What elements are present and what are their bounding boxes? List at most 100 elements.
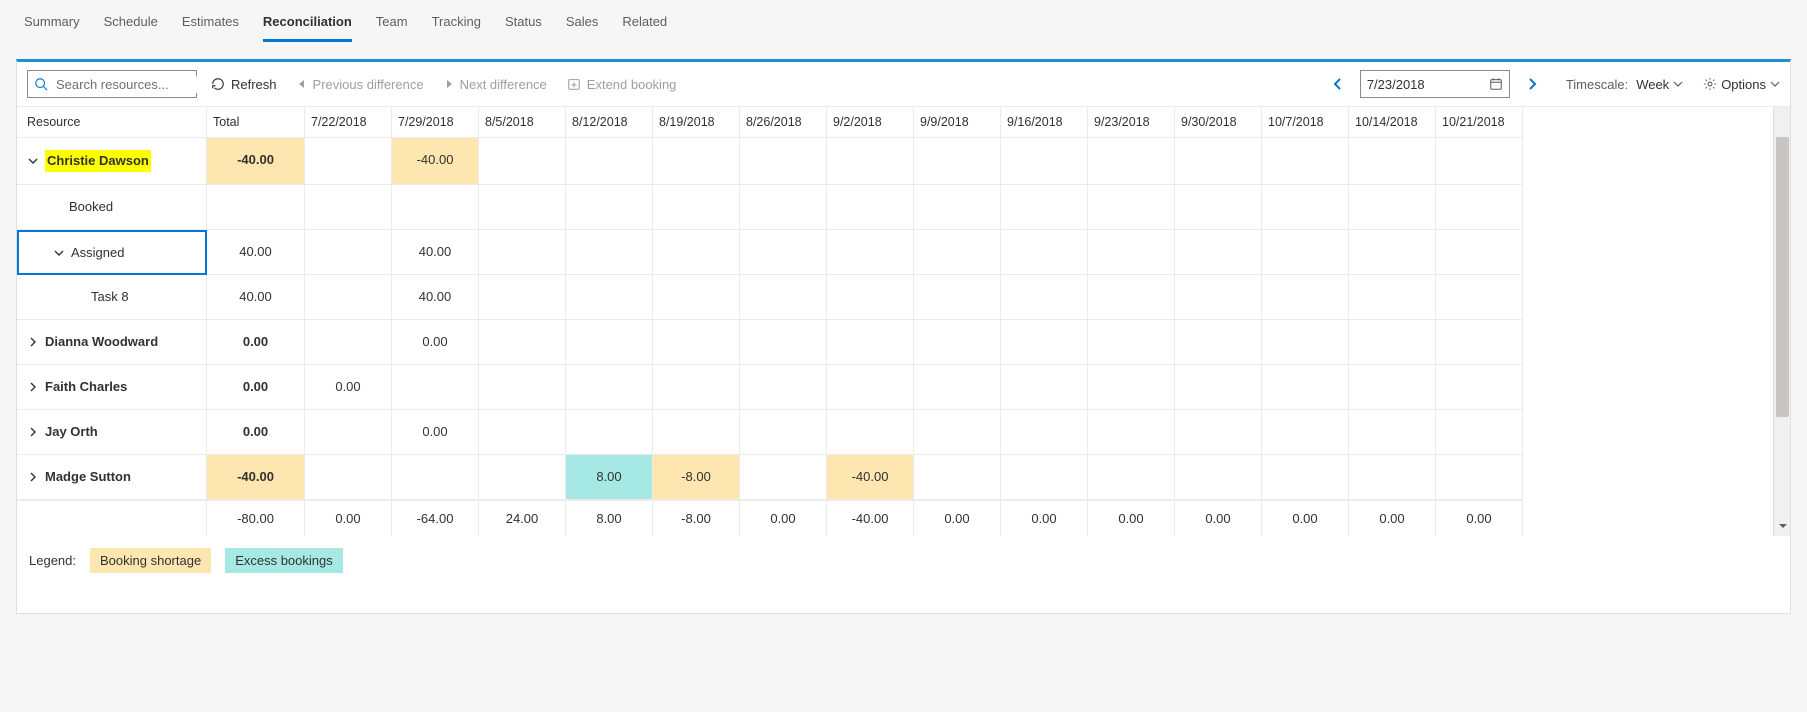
data-cell	[914, 410, 1001, 455]
col-date-1[interactable]: 7/29/2018	[392, 107, 479, 138]
data-cell	[740, 138, 827, 185]
data-cell	[1262, 185, 1349, 230]
col-date-12[interactable]: 10/14/2018	[1349, 107, 1436, 138]
refresh-icon	[211, 77, 225, 91]
resource-name-cell[interactable]: Booked	[17, 185, 207, 230]
tab-status[interactable]: Status	[505, 8, 542, 42]
table-row[interactable]: Jay Orth0.000.00	[17, 410, 1773, 455]
legend-shortage-chip: Booking shortage	[90, 548, 211, 573]
tab-estimates[interactable]: Estimates	[182, 8, 239, 42]
table-row[interactable]: Assigned40.0040.00	[17, 230, 1773, 275]
timescale-label: Timescale:	[1566, 77, 1628, 92]
tab-summary[interactable]: Summary	[24, 8, 80, 42]
vertical-scrollbar[interactable]	[1773, 107, 1790, 536]
resource-label: Faith Charles	[45, 377, 127, 397]
date-prev-button[interactable]	[1324, 70, 1352, 98]
table-row[interactable]: Christie Dawson-40.00-40.00	[17, 138, 1773, 185]
col-date-13[interactable]: 10/21/2018	[1436, 107, 1523, 138]
resource-label: Assigned	[71, 243, 124, 263]
resource-label: Jay Orth	[45, 422, 98, 442]
data-cell	[392, 185, 479, 230]
tab-team[interactable]: Team	[376, 8, 408, 42]
resource-name-cell[interactable]: Jay Orth	[17, 410, 207, 455]
data-cell: -40.00	[827, 455, 914, 500]
tab-tracking[interactable]: Tracking	[432, 8, 481, 42]
chevron-right-icon[interactable]	[27, 471, 39, 483]
resource-name-cell[interactable]: Dianna Woodward	[17, 320, 207, 365]
data-cell	[653, 138, 740, 185]
col-total[interactable]: Total	[207, 107, 305, 138]
next-diff-button[interactable]: Next difference	[438, 70, 553, 98]
col-date-9[interactable]: 9/23/2018	[1088, 107, 1175, 138]
data-cell	[740, 320, 827, 365]
data-cell	[479, 455, 566, 500]
footer-cell: 0.00	[1175, 500, 1262, 536]
timescale-dropdown[interactable]: Week	[1636, 77, 1683, 92]
col-date-3[interactable]: 8/12/2018	[566, 107, 653, 138]
tab-schedule[interactable]: Schedule	[104, 8, 158, 42]
extend-booking-button[interactable]: Extend booking	[561, 70, 683, 98]
col-date-2[interactable]: 8/5/2018	[479, 107, 566, 138]
timescale-value: Week	[1636, 77, 1669, 92]
resource-name-cell[interactable]: Faith Charles	[17, 365, 207, 410]
chevron-right-icon[interactable]	[27, 336, 39, 348]
col-date-10[interactable]: 9/30/2018	[1175, 107, 1262, 138]
col-date-0[interactable]: 7/22/2018	[305, 107, 392, 138]
data-cell	[305, 138, 392, 185]
data-cell	[1175, 138, 1262, 185]
col-date-11[interactable]: 10/7/2018	[1262, 107, 1349, 138]
grid-wrap: ResourceTotal7/22/20187/29/20188/5/20188…	[17, 106, 1790, 536]
search-input-wrap[interactable]	[27, 70, 197, 98]
tab-related[interactable]: Related	[622, 8, 667, 42]
data-cell	[653, 275, 740, 320]
resource-name-cell[interactable]: Assigned	[17, 230, 207, 275]
data-cell	[1262, 138, 1349, 185]
chevron-down-icon	[1673, 79, 1683, 89]
data-cell	[479, 365, 566, 410]
data-cell	[1001, 365, 1088, 410]
tab-reconciliation[interactable]: Reconciliation	[263, 8, 352, 42]
date-picker[interactable]: 7/23/2018	[1360, 70, 1510, 98]
data-cell	[1088, 138, 1175, 185]
data-cell	[914, 320, 1001, 365]
chevron-down-icon[interactable]	[27, 155, 39, 167]
data-cell	[1088, 365, 1175, 410]
resource-name-cell[interactable]: Madge Sutton	[17, 455, 207, 500]
col-date-4[interactable]: 8/19/2018	[653, 107, 740, 138]
data-cell	[653, 185, 740, 230]
tab-sales[interactable]: Sales	[566, 8, 599, 42]
col-resource[interactable]: Resource	[17, 107, 207, 138]
col-date-5[interactable]: 8/26/2018	[740, 107, 827, 138]
refresh-button[interactable]: Refresh	[205, 70, 283, 98]
resource-label: Booked	[69, 197, 113, 217]
footer-cell: 24.00	[479, 500, 566, 536]
prev-diff-button[interactable]: Previous difference	[291, 70, 430, 98]
data-cell	[392, 455, 479, 500]
col-date-7[interactable]: 9/9/2018	[914, 107, 1001, 138]
chevron-down-icon[interactable]	[53, 247, 65, 259]
chevron-right-icon[interactable]	[27, 381, 39, 393]
data-cell	[566, 185, 653, 230]
toolbar: Refresh Previous difference Next differe…	[17, 62, 1790, 106]
table-row[interactable]: Dianna Woodward0.000.00	[17, 320, 1773, 365]
date-next-button[interactable]	[1518, 70, 1546, 98]
options-dropdown[interactable]: Options	[1703, 77, 1780, 92]
data-cell	[566, 275, 653, 320]
col-date-6[interactable]: 9/2/2018	[827, 107, 914, 138]
scrollbar-down-icon[interactable]	[1774, 518, 1791, 534]
col-date-8[interactable]: 9/16/2018	[1001, 107, 1088, 138]
scrollbar-thumb[interactable]	[1776, 137, 1789, 417]
table-row[interactable]: Task 840.0040.00	[17, 275, 1773, 320]
table-row[interactable]: Booked	[17, 185, 1773, 230]
resource-name-cell[interactable]: Christie Dawson	[17, 138, 207, 185]
chevron-right-icon[interactable]	[27, 426, 39, 438]
data-cell	[479, 410, 566, 455]
table-row[interactable]: Madge Sutton-40.008.00-8.00-40.00	[17, 455, 1773, 500]
data-cell: -8.00	[653, 455, 740, 500]
data-cell	[1262, 410, 1349, 455]
grid-header: ResourceTotal7/22/20187/29/20188/5/20188…	[17, 107, 1773, 138]
resource-name-cell[interactable]: Task 8	[17, 275, 207, 320]
data-cell	[392, 365, 479, 410]
table-row[interactable]: Faith Charles0.000.00	[17, 365, 1773, 410]
data-cell	[305, 230, 392, 275]
